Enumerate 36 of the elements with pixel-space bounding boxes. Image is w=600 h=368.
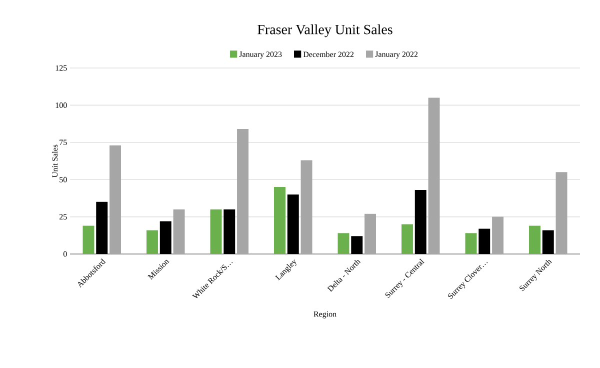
bar (338, 233, 350, 254)
bar (364, 214, 376, 254)
bar (210, 209, 222, 254)
bar (300, 160, 312, 254)
bar (428, 98, 440, 254)
chart-title: Fraser Valley Unit Sales (258, 24, 392, 38)
y-tick-label: 25 (59, 214, 67, 220)
y-tick-label: 75 (60, 140, 67, 146)
legend-label: December 2022 (303, 51, 354, 58)
bar (82, 226, 94, 254)
bar (478, 228, 490, 254)
bar (146, 230, 158, 254)
y-tick-label: 0 (63, 251, 67, 257)
y-tick-label: 50 (60, 176, 67, 182)
bar (237, 129, 248, 254)
bar (173, 209, 185, 254)
bar (287, 194, 299, 254)
x-axis-title: Region (314, 311, 336, 318)
bar (529, 226, 540, 254)
bar (224, 209, 236, 254)
legend-label: January 2022 (375, 52, 418, 59)
legend-label: January 2023 (239, 52, 282, 59)
bar (96, 202, 108, 254)
bar (414, 190, 426, 254)
y-tick-label: 100 (56, 102, 67, 108)
bar (274, 187, 286, 254)
bar (465, 233, 477, 254)
bar (556, 172, 568, 254)
y-tick-label: 125 (56, 65, 67, 71)
bar (110, 145, 122, 254)
bar (542, 230, 554, 254)
bar (351, 236, 363, 254)
bar (160, 221, 172, 254)
bar (492, 216, 504, 254)
y-axis-title: Unit Sales (52, 144, 58, 178)
bar (402, 224, 413, 254)
